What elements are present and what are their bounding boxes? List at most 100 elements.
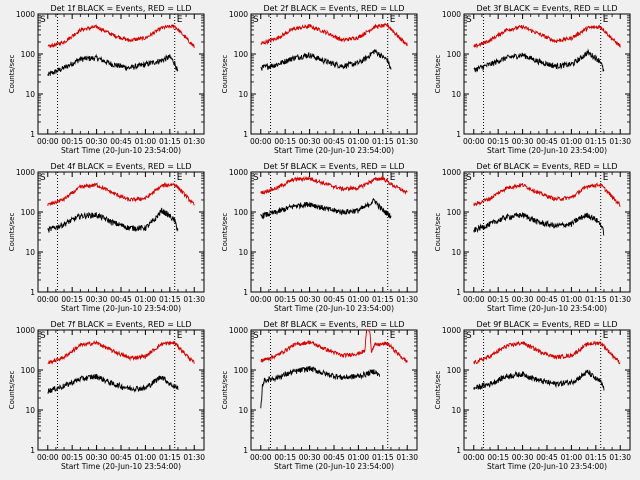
panel-det-6: Det 6f BLACK = Events, RED = LLD 1 10 100 10… — [434, 162, 631, 313]
start-marker: S — [466, 331, 472, 341]
start-marker: S — [253, 331, 259, 341]
y-tick-label: 100 — [21, 366, 36, 375]
y-tick-label: 10 — [238, 406, 248, 415]
y-tick-label: 10 — [451, 406, 461, 415]
lld-series-line — [47, 182, 195, 207]
x-tick-label: 00:00 — [463, 137, 485, 146]
start-marker: S — [40, 331, 46, 341]
x-tick-label: 00:45 — [110, 295, 132, 304]
x-tick-label: 00:45 — [110, 453, 132, 462]
y-tick-label: 100 — [234, 50, 249, 59]
y-axis-label: Counts/sec — [8, 213, 16, 252]
panel-title: Det 1f BLACK = Events, RED = LLD — [50, 4, 191, 13]
start-marker: S — [466, 173, 472, 183]
x-tick-label: 00:15 — [274, 453, 296, 462]
lld-series-line — [260, 22, 408, 47]
x-tick-label: 01:15 — [372, 453, 394, 462]
x-tick-label: 01:00 — [561, 295, 583, 304]
y-tick-label: 1000 — [16, 326, 35, 335]
events-series-line — [47, 373, 179, 394]
x-tick-label: 00:00 — [250, 295, 272, 304]
end-marker: E — [390, 331, 396, 341]
x-tick-label: 00:00 — [463, 453, 485, 462]
x-tick-label: 01:30 — [183, 453, 205, 462]
y-axis-label: Counts/sec — [434, 213, 442, 252]
y-tick-label: 100 — [21, 208, 36, 217]
y-tick-label: 10 — [25, 406, 35, 415]
panel-title: Det 6f BLACK = Events, RED = LLD — [476, 162, 617, 171]
x-axis-label: Start Time (20-Jun-10 23:54:00) — [487, 146, 607, 155]
y-axis-label: Counts/sec — [434, 55, 442, 94]
y-tick-label: 10 — [451, 90, 461, 99]
y-tick-label: 10 — [451, 248, 461, 257]
panel-det-4: Det 4f BLACK = Events, RED = LLD 1 10 100 10… — [8, 162, 205, 313]
y-axis-label: Counts/sec — [221, 371, 229, 410]
y-tick-label: 1 — [243, 130, 248, 139]
x-tick-label: 01:15 — [372, 295, 394, 304]
x-tick-label: 00:00 — [37, 137, 59, 146]
x-tick-label: 00:45 — [536, 137, 558, 146]
x-tick-label: 00:45 — [323, 295, 345, 304]
y-tick-label: 100 — [447, 366, 462, 375]
x-tick-label: 01:00 — [135, 137, 157, 146]
x-tick-label: 00:30 — [512, 453, 534, 462]
lld-series-line — [47, 339, 195, 365]
x-tick-label: 00:30 — [299, 137, 321, 146]
x-tick-label: 01:30 — [396, 295, 418, 304]
x-tick-label: 00:15 — [274, 295, 296, 304]
x-axis-label: Start Time (20-Jun-10 23:54:00) — [274, 462, 394, 471]
x-tick-label: 00:30 — [86, 453, 108, 462]
y-axis-label: Counts/sec — [434, 371, 442, 410]
panel-det-9: Det 9f BLACK = Events, RED = LLD 1 10 100 10… — [434, 320, 631, 471]
y-tick-label: 1000 — [229, 168, 248, 177]
x-axis-label: Start Time (20-Jun-10 23:54:00) — [61, 146, 181, 155]
start-marker: S — [40, 173, 46, 183]
lld-series-line — [47, 24, 195, 49]
panel-title: Det 4f BLACK = Events, RED = LLD — [50, 162, 191, 171]
x-tick-label: 01:30 — [609, 295, 631, 304]
x-tick-label: 01:30 — [396, 453, 418, 462]
panel-title: Det 7f BLACK = Events, RED = LLD — [50, 320, 191, 329]
x-tick-label: 00:00 — [250, 137, 272, 146]
x-tick-label: 00:45 — [536, 295, 558, 304]
y-tick-label: 100 — [21, 50, 36, 59]
panel-title: Det 2f BLACK = Events, RED = LLD — [263, 4, 404, 13]
x-tick-label: 00:15 — [274, 137, 296, 146]
end-marker: E — [177, 331, 183, 341]
end-marker: E — [177, 173, 183, 183]
y-tick-label: 1 — [456, 130, 461, 139]
x-tick-label: 01:15 — [585, 137, 607, 146]
x-tick-label: 01:30 — [396, 137, 418, 146]
end-marker: E — [177, 15, 183, 25]
x-tick-label: 01:15 — [159, 137, 181, 146]
events-series-line — [47, 207, 179, 233]
x-tick-label: 00:00 — [463, 295, 485, 304]
x-tick-label: 00:00 — [37, 453, 59, 462]
x-tick-label: 00:15 — [487, 453, 509, 462]
y-tick-label: 1000 — [442, 10, 461, 19]
x-tick-label: 01:30 — [183, 137, 205, 146]
panel-title: Det 5f BLACK = Events, RED = LLD — [263, 162, 404, 171]
x-tick-label: 00:30 — [86, 137, 108, 146]
y-tick-label: 1000 — [442, 168, 461, 177]
panel-det-2: Det 2f BLACK = Events, RED = LLD 1 10 100 10… — [221, 4, 418, 155]
panel-det-3: Det 3f BLACK = Events, RED = LLD 1 10 100 10… — [434, 4, 631, 155]
lld-series-line — [260, 175, 408, 196]
y-tick-label: 1000 — [16, 168, 35, 177]
x-tick-label: 00:15 — [487, 137, 509, 146]
y-axis-label: Counts/sec — [8, 371, 16, 410]
y-tick-label: 1 — [30, 130, 35, 139]
x-tick-label: 00:45 — [110, 137, 132, 146]
x-tick-label: 00:45 — [323, 137, 345, 146]
panel-det-7: Det 7f BLACK = Events, RED = LLD 1 10 100 10… — [8, 320, 205, 471]
x-tick-label: 01:30 — [609, 453, 631, 462]
events-series-line — [260, 48, 392, 71]
panel-grid: Det 1f BLACK = Events, RED = LLD11010010… — [8, 4, 631, 471]
x-axis-label: Start Time (20-Jun-10 23:54:00) — [487, 462, 607, 471]
x-axis-label: Start Time (20-Jun-10 23:54:00) — [61, 304, 181, 313]
x-tick-label: 01:15 — [159, 453, 181, 462]
x-tick-label: 01:00 — [348, 295, 370, 304]
x-tick-label: 00:15 — [487, 295, 509, 304]
start-marker: S — [253, 15, 259, 25]
